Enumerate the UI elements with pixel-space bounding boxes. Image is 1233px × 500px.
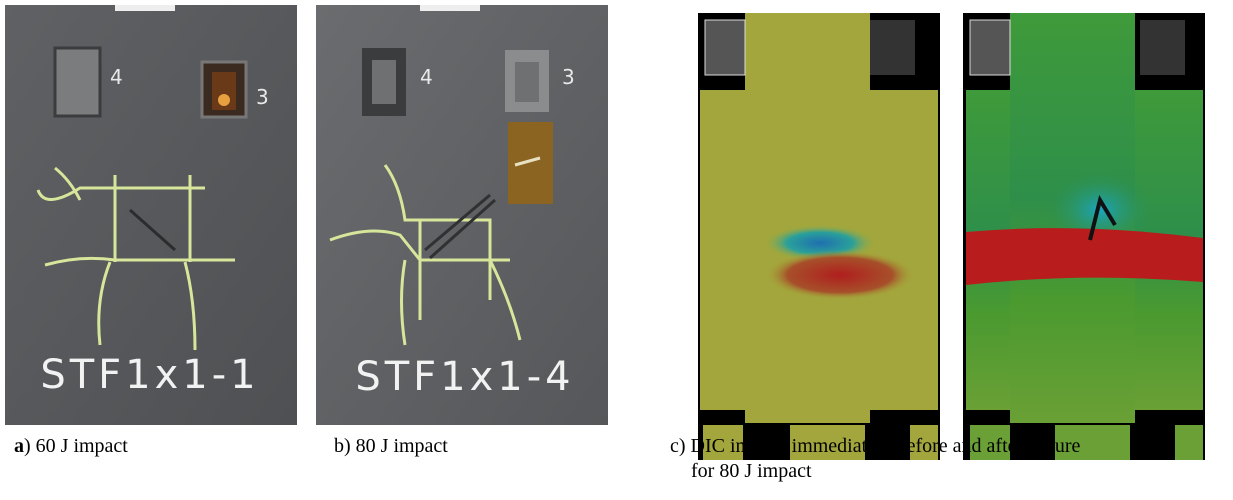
photo-a: 4 3 STF1x1-1: [5, 5, 297, 425]
dic-before: [698, 13, 940, 460]
caption-text: ) 60 J impact: [24, 435, 128, 457]
tab-number: 4: [110, 65, 123, 89]
caption: for 80 J impact: [691, 460, 812, 482]
tab-number: 4: [420, 65, 433, 89]
caption: b) 80 J impact: [334, 435, 448, 457]
figure-canvas: 4 3 STF1x1-1 4 3 STF1x1-4: [0, 0, 1233, 500]
dic-after: [963, 13, 1205, 460]
specimen-label: STF1x1-1: [40, 352, 259, 398]
caption-label: a: [14, 435, 24, 457]
caption: c) DIC images immediately before and aft…: [670, 435, 1080, 457]
specimen-label: STF1x1-4: [355, 354, 574, 400]
caption: a) 60 J impact: [14, 435, 128, 457]
photo-b: 4 3 STF1x1-4: [316, 5, 608, 425]
tab-number: 3: [562, 65, 575, 89]
tab-number: 3: [256, 85, 269, 109]
figure: 4 3 STF1x1-1 4 3 STF1x1-4: [0, 0, 1233, 500]
